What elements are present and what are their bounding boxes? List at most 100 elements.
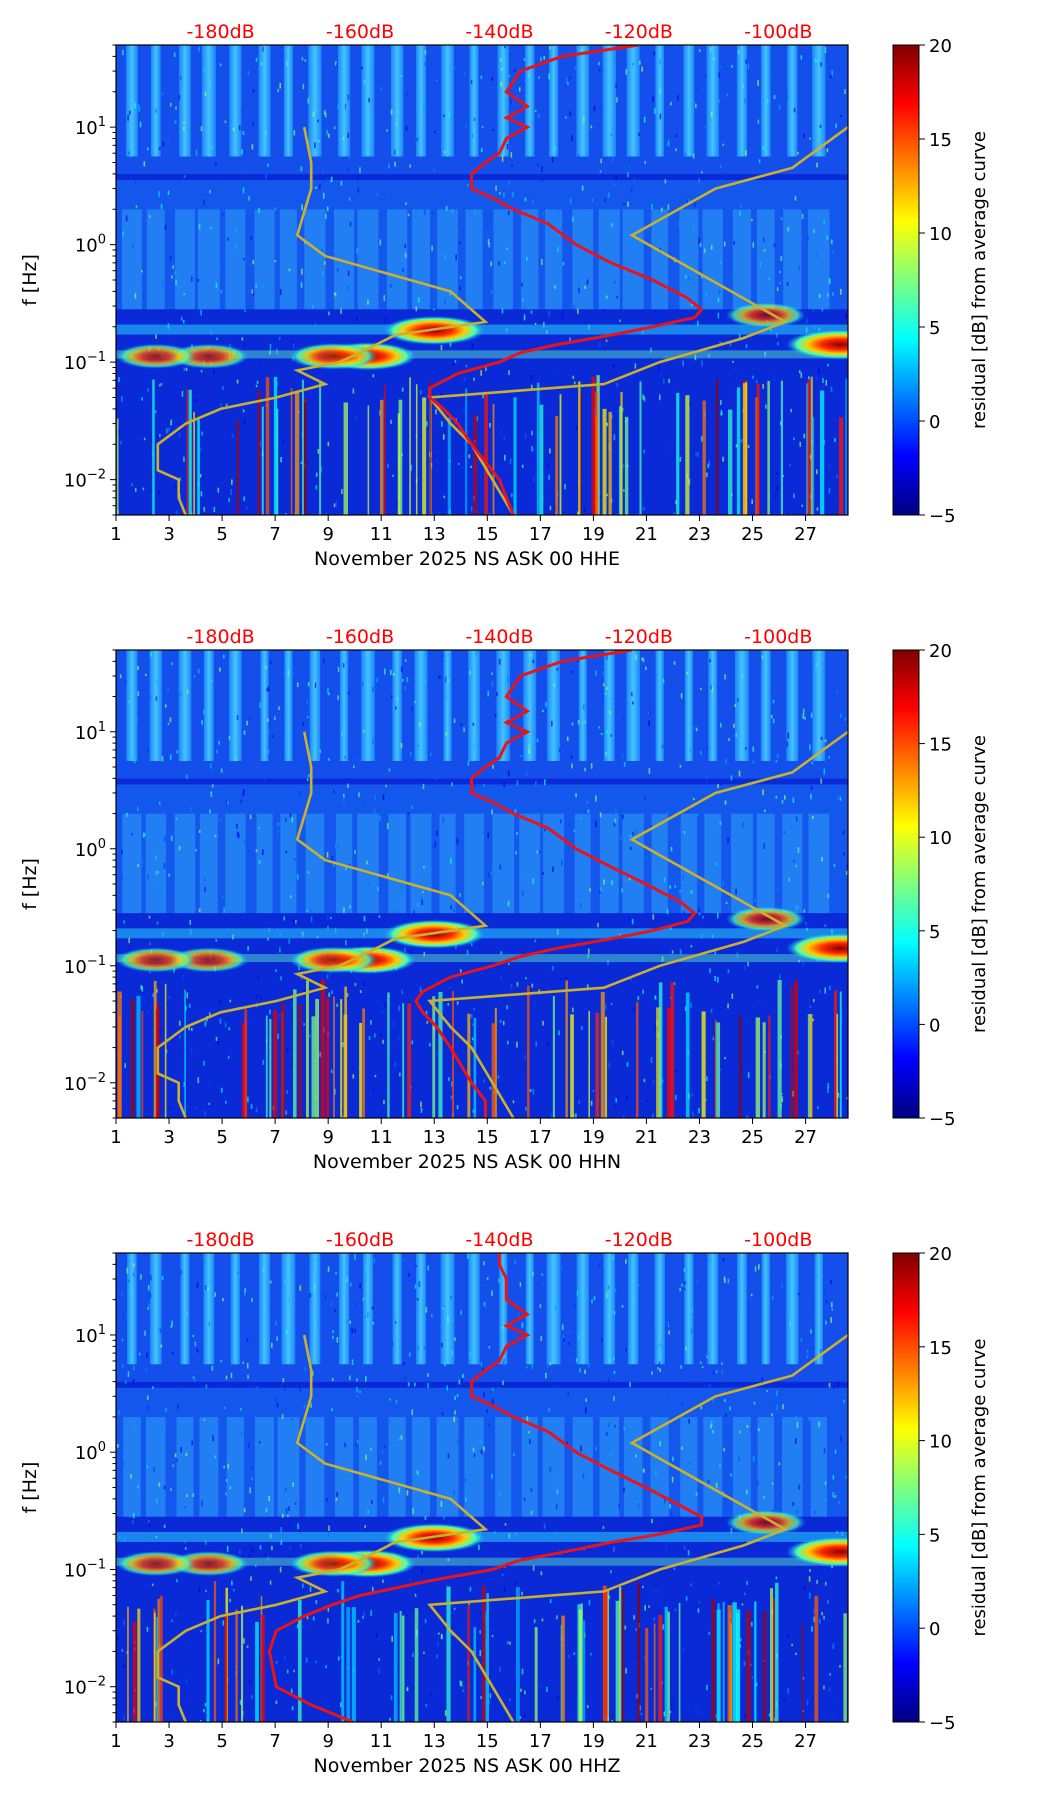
speckle — [612, 364, 615, 369]
speckle — [200, 309, 203, 316]
speckle — [668, 378, 670, 384]
speckle — [174, 1612, 177, 1616]
speckle — [684, 275, 687, 279]
speckle — [132, 1513, 135, 1519]
speckle — [803, 1586, 806, 1591]
speckle — [824, 1581, 827, 1586]
transient-streak — [809, 1014, 813, 1118]
speckle — [747, 444, 750, 449]
speckle — [819, 989, 821, 994]
speckle — [746, 1580, 749, 1585]
speckle — [549, 1362, 552, 1366]
transient-streak — [326, 997, 330, 1118]
speckle — [296, 682, 299, 688]
speckle — [690, 1583, 692, 1587]
speckle — [789, 463, 791, 467]
speckle — [663, 877, 666, 883]
speckle — [203, 69, 205, 72]
speckle — [342, 1042, 344, 1048]
transient-streak — [762, 1611, 767, 1722]
speckle — [610, 1453, 612, 1457]
speckle — [576, 425, 578, 431]
speckle — [169, 255, 172, 261]
speckle — [370, 1610, 372, 1616]
speckle — [277, 1033, 279, 1040]
speckle — [331, 855, 334, 862]
speckle — [372, 1088, 375, 1093]
speckle — [451, 1081, 453, 1087]
speckle — [375, 1632, 378, 1638]
speckle — [575, 1358, 578, 1363]
speckle — [417, 1554, 419, 1559]
speckle — [322, 192, 325, 199]
speckle — [480, 147, 483, 153]
speckle — [303, 1114, 306, 1118]
speckle — [129, 1286, 132, 1291]
speckle — [678, 221, 681, 227]
storm-blob — [725, 906, 806, 932]
speckle — [306, 716, 309, 719]
speckle — [241, 149, 243, 155]
speckle — [695, 103, 697, 109]
speckle — [419, 390, 422, 395]
speckle — [229, 1486, 232, 1490]
speckle — [352, 1066, 354, 1069]
speckle — [183, 293, 185, 296]
speckle — [128, 1279, 130, 1283]
speckle — [705, 776, 708, 780]
speckle — [377, 999, 380, 1004]
speckle — [616, 96, 618, 103]
daily-noise-plume — [123, 1417, 141, 1517]
speckle — [382, 1579, 384, 1583]
speckle — [200, 491, 203, 497]
speckle — [706, 1684, 708, 1691]
speckle — [635, 1628, 637, 1632]
speckle — [694, 354, 697, 361]
speckle — [561, 1266, 563, 1271]
speckle — [362, 730, 365, 733]
daily-noise-streak — [203, 650, 214, 762]
colorbar-label: residual [dB] from average curve — [969, 735, 990, 1033]
speckle — [460, 723, 463, 726]
speckle — [305, 150, 307, 153]
speckle — [234, 227, 237, 233]
speckle — [723, 1447, 725, 1452]
speckle — [707, 1479, 710, 1484]
speckle — [708, 353, 710, 358]
speckle — [758, 1264, 760, 1270]
daily-noise-plume — [254, 209, 275, 310]
speckle — [764, 809, 766, 813]
speckle — [371, 1586, 374, 1593]
transient-streak — [344, 986, 347, 1118]
microseism-band — [116, 1557, 848, 1566]
speckle — [667, 204, 670, 210]
speckle — [195, 398, 197, 402]
speckle — [468, 454, 471, 459]
daily-noise-streak — [683, 45, 695, 157]
speckle — [623, 489, 625, 492]
speckle — [123, 920, 125, 924]
speckle — [762, 237, 765, 242]
speckle — [483, 1261, 485, 1266]
daily-noise-plume — [679, 209, 699, 310]
speckle — [127, 1371, 130, 1377]
speckle — [517, 1312, 520, 1318]
transient-streak — [265, 1015, 268, 1118]
speckle — [589, 888, 591, 892]
speckle — [134, 488, 137, 492]
speckle — [171, 1669, 174, 1675]
speckle — [335, 501, 338, 507]
speckle — [488, 1345, 491, 1349]
daily-noise-streak — [127, 1253, 137, 1365]
speckle — [580, 49, 583, 53]
speckle — [768, 277, 770, 281]
speckle — [176, 985, 178, 990]
speckle — [569, 75, 571, 80]
speckle — [337, 1588, 339, 1593]
speckle — [481, 125, 484, 128]
speckle — [620, 836, 622, 840]
speckle — [258, 1441, 261, 1444]
speckle — [668, 770, 671, 776]
speckle — [285, 1110, 287, 1115]
